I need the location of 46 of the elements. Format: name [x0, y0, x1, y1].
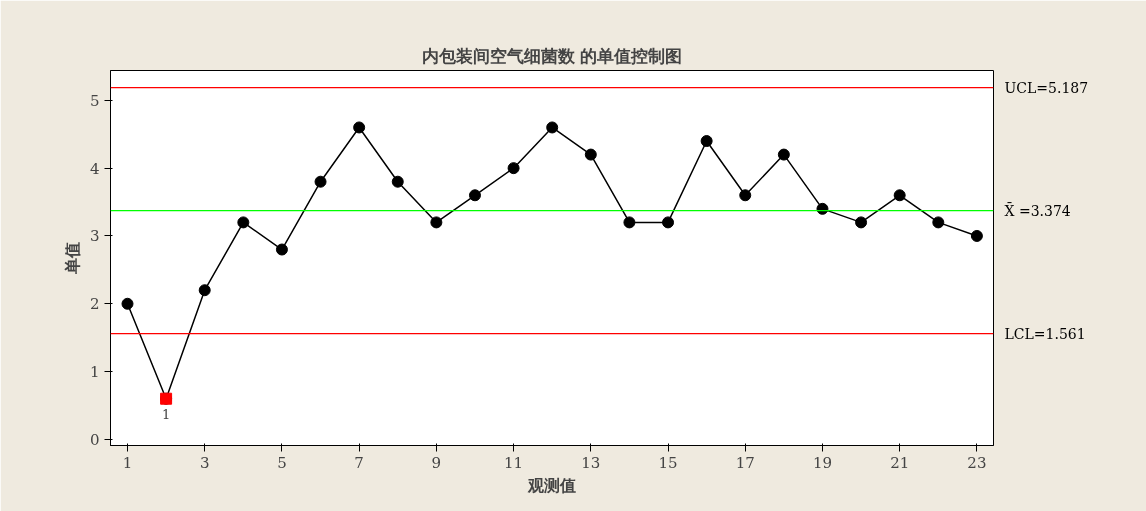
point	[739, 189, 752, 202]
x-tick-label: 23	[967, 453, 987, 472]
point	[430, 216, 443, 229]
x-tick-label: 17	[735, 453, 755, 472]
point	[777, 148, 790, 161]
x-axis-title: 观测值	[527, 475, 576, 495]
point	[623, 216, 636, 229]
annotation: 1	[161, 406, 171, 422]
point	[584, 148, 597, 161]
point	[700, 135, 713, 148]
x-tick-label: 9	[431, 453, 442, 472]
point	[662, 216, 675, 229]
point	[275, 243, 288, 256]
ref-line-label: LCL=1.561	[1004, 325, 1086, 342]
point	[932, 216, 945, 229]
point	[237, 216, 250, 229]
point	[121, 297, 134, 310]
point	[546, 121, 559, 134]
y-tick-label: 0	[89, 430, 100, 449]
y-tick-label: 5	[89, 91, 100, 110]
y-axis-title: 单值	[62, 242, 82, 275]
x-tick-label: 19	[812, 453, 833, 472]
x-tick-label: 5	[277, 453, 287, 472]
x-tick-label: 13	[581, 453, 601, 472]
y-tick-label: 2	[89, 295, 100, 314]
x-tick-label: 15	[658, 453, 678, 472]
ref-line-label: UCL=5.187	[1004, 79, 1089, 96]
y-tick-label: 4	[89, 159, 100, 178]
point	[391, 175, 404, 188]
x-tick-label: 7	[354, 453, 364, 472]
y-tick-label: 1	[89, 363, 100, 382]
x-tick-label: 11	[504, 453, 524, 472]
point	[855, 216, 868, 229]
ref-line-label: X̄ =3.374	[1004, 202, 1071, 219]
x-tick-label: 1	[122, 453, 133, 472]
point	[468, 189, 481, 202]
x-tick-label: 21	[890, 453, 910, 472]
x-tick-label: 3	[199, 453, 210, 472]
point	[314, 175, 327, 188]
point	[353, 121, 366, 134]
point	[507, 162, 520, 175]
point	[893, 189, 906, 202]
point	[198, 284, 211, 297]
y-tick-label: 3	[89, 227, 100, 246]
point	[970, 229, 983, 242]
chart-title: 内包装间空气细菌数 的单值控制图	[421, 45, 683, 66]
